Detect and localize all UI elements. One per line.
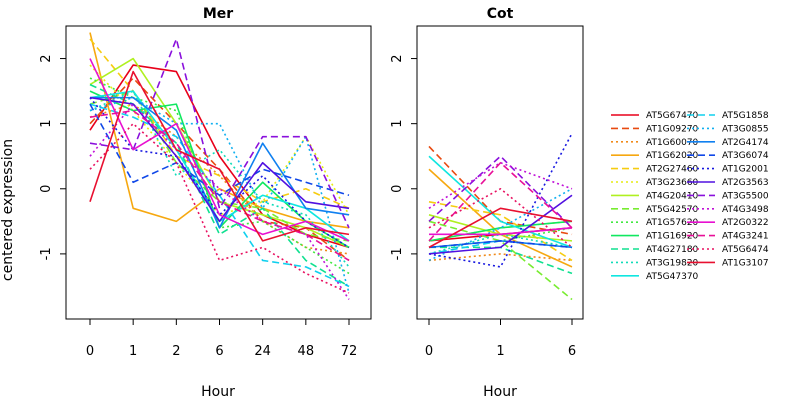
x-tick-label: 48: [298, 344, 315, 359]
x-tick-label: 0: [425, 344, 433, 359]
series-line: [89, 109, 350, 262]
x-tick-label: 1: [496, 344, 504, 359]
series-line: [90, 96, 350, 229]
plot-box-cot: [416, 25, 584, 320]
legend-label: AT4G27180: [646, 245, 699, 255]
legend-label: AT5G1858: [722, 111, 769, 121]
legend-label: AT3G6074: [722, 151, 769, 161]
x-tick-label: 0: [86, 344, 94, 359]
legend-label: AT3G5500: [722, 191, 769, 201]
panel-cot: Cot Hour -1 0 1 2 0 1 6: [390, 6, 584, 400]
legend-label: AT2G3563: [722, 178, 769, 188]
series-line: [89, 96, 350, 223]
legend-label: AT1G3107: [722, 258, 769, 268]
series-line: [428, 155, 573, 249]
legend-label: AT5G47370: [646, 272, 699, 282]
legend-label: AT2G0322: [722, 218, 769, 228]
panel-title-mer: Mer: [203, 6, 233, 22]
series-line: [428, 207, 573, 249]
series-line: [89, 97, 350, 249]
y-tick-label: 0: [390, 185, 405, 193]
series-line: [428, 253, 573, 262]
x-axis-cot: 0 1 6: [425, 319, 576, 359]
series-line: [89, 90, 350, 268]
x-axis-label-mer: Hour: [201, 384, 235, 400]
x-tick-label: 6: [568, 344, 576, 359]
legend-label: AT1G60070: [646, 138, 699, 148]
series-line: [428, 220, 573, 242]
series-line: [428, 240, 573, 249]
legend-label: AT3G0855: [722, 124, 769, 134]
y-tick-label: 1: [390, 120, 405, 128]
legend-label: AT1G16920: [646, 232, 699, 242]
legend-label: AT1G09270: [646, 124, 699, 134]
series-line: [89, 83, 350, 288]
y-tick-label: 0: [39, 185, 54, 193]
y-tick-label: 2: [390, 54, 405, 62]
panel-mer: Mer Hour -1 0 1 2 0 1 2 6 24 48 72: [39, 6, 372, 400]
legend-label: AT4G3241: [722, 232, 769, 242]
legend-label: AT4G20410: [646, 191, 699, 201]
series-line: [428, 220, 573, 301]
plot-box-mer: [65, 25, 372, 320]
series-lines-cot: [428, 133, 573, 301]
legend-label: AT1G57620: [646, 218, 699, 228]
legend-label: AT2G27460: [646, 165, 699, 175]
series-line: [428, 187, 573, 248]
series-line: [89, 103, 350, 255]
legend-label: AT5G67470: [646, 111, 699, 121]
y-axis-label: centered expression: [0, 139, 16, 281]
series-line: [89, 70, 350, 242]
series-line: [89, 103, 350, 197]
y-tick-label: -1: [39, 247, 54, 260]
series-line: [428, 161, 573, 209]
panel-title-cot: Cot: [487, 6, 514, 22]
x-axis-label-cot: Hour: [483, 384, 517, 400]
series-line: [428, 194, 573, 255]
series-line: [428, 188, 573, 262]
legend-label: AT3G23660: [646, 178, 699, 188]
y-axis-mer: -1 0 1 2: [39, 54, 66, 260]
x-tick-label: 6: [215, 344, 223, 359]
legend-label: AT5G6474: [722, 245, 769, 255]
series-line: [428, 201, 573, 262]
series-lines-mer: [89, 32, 350, 300]
series-line: [89, 90, 350, 242]
legend-label: AT3G19820: [646, 258, 699, 268]
x-tick-label: 72: [341, 344, 358, 359]
legend-label: AT1G2001: [722, 165, 769, 175]
legend: AT5G67470 AT1G09270 AT1G60070 AT1G62020 AT2G…: [611, 111, 769, 282]
x-tick-label: 1: [129, 344, 137, 359]
x-tick-label: 24: [254, 344, 271, 359]
series-line: [89, 77, 350, 275]
x-tick-label: 2: [172, 344, 180, 359]
x-axis-mer: 0 1 2 6 24 48 72: [86, 319, 357, 359]
legend-label: AT2G4174: [722, 138, 769, 148]
y-tick-label: 1: [39, 120, 54, 128]
series-line: [428, 161, 573, 242]
series-line: [89, 58, 350, 242]
y-axis-cot: -1 0 1 2: [390, 54, 417, 260]
series-line: [89, 90, 350, 242]
y-tick-label: 2: [39, 54, 54, 62]
y-tick-label: -1: [390, 247, 405, 260]
legend-label: AT5G42570: [646, 205, 699, 215]
legend-label: AT1G62020: [646, 151, 699, 161]
legend-label: AT4G3498: [722, 205, 769, 215]
series-line: [89, 38, 350, 229]
